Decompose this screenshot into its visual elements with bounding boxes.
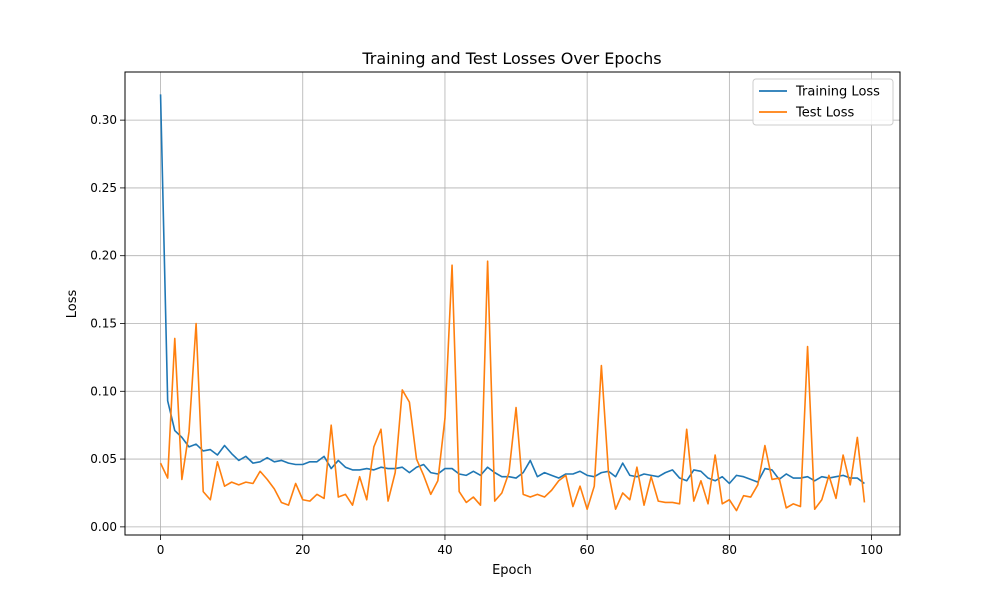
x-tick-label: 60 — [580, 543, 595, 557]
plot-frame — [124, 71, 901, 536]
y-tick-label: 0.10 — [90, 384, 117, 398]
y-tick-label: 0.05 — [90, 452, 117, 466]
x-axis: 0 20 40 60 80 100 — [157, 535, 883, 557]
gridlines — [125, 72, 900, 535]
x-tick-label: 100 — [860, 543, 883, 557]
legend-label-training-loss: Training Loss — [795, 85, 880, 100]
x-tick-label: 0 — [157, 543, 165, 557]
y-axis-label: Loss — [65, 290, 80, 319]
y-tick-label: 0.20 — [90, 249, 117, 263]
chart-title: Training and Test Losses Over Epochs — [361, 49, 661, 68]
legend-box — [752, 78, 894, 126]
training-loss-line — [159, 94, 865, 485]
x-tick-label: 40 — [437, 543, 452, 557]
y-tick-label: 0.25 — [90, 181, 117, 195]
series-lines — [159, 94, 866, 512]
y-axis: 0.00 0.05 0.10 0.15 0.20 0.25 0.30 — [90, 113, 125, 534]
legend: Training Loss Test Loss — [752, 78, 894, 126]
y-tick-label: 0.15 — [90, 316, 117, 330]
x-tick-label: 20 — [295, 543, 310, 557]
legend-label-test-loss: Test Loss — [795, 106, 854, 121]
y-tick-label: 0.00 — [90, 520, 117, 534]
test-loss-line — [159, 260, 866, 512]
x-tick-label: 80 — [722, 543, 737, 557]
x-axis-label: Epoch — [492, 563, 532, 578]
y-tick-label: 0.30 — [90, 113, 117, 127]
